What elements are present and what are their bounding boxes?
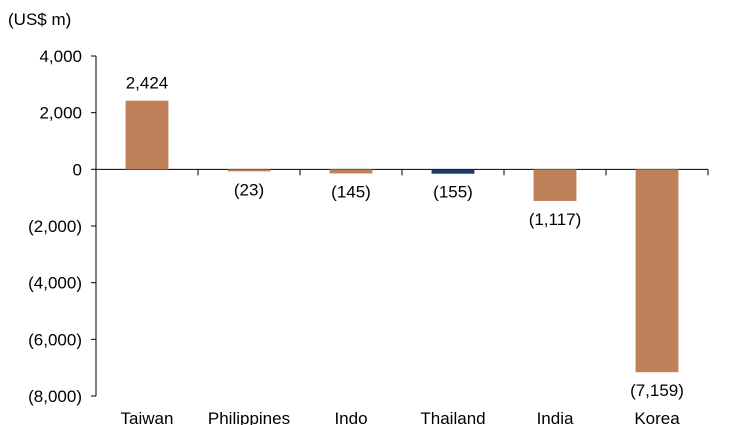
data-label-taiwan: 2,424 <box>126 74 169 93</box>
category-label-india: India <box>537 409 574 425</box>
data-label-thailand: (155) <box>433 183 473 202</box>
data-label-india: (1,117) <box>529 210 582 229</box>
y-tick-label: 2,000 <box>39 104 82 123</box>
category-label-philippines: Philippines <box>208 409 290 425</box>
bar-taiwan <box>125 100 169 170</box>
category-label-indo: Indo <box>334 409 367 425</box>
chart-bars <box>125 100 679 373</box>
y-tick-label: 0 <box>73 160 82 179</box>
y-tick-label: (4,000) <box>28 274 82 293</box>
y-tick-label: (6,000) <box>28 330 82 349</box>
bar-philippines <box>227 169 271 172</box>
category-label-thailand: Thailand <box>420 409 485 425</box>
y-tick-label: (2,000) <box>28 217 82 236</box>
bar-thailand <box>431 169 475 174</box>
data-label-korea: (7,159) <box>630 381 684 400</box>
bar-korea <box>635 169 679 373</box>
chart-axes: 4,000 2,000 0 (2,000) (4,000) (6,000) (8,000) <box>28 47 709 406</box>
data-label-philippines: (23) <box>234 180 264 199</box>
chart-labels: 2,424 Taiwan (23) Philippines (145) Indo (155)… <box>121 74 684 425</box>
data-label-indo: (145) <box>331 182 371 201</box>
y-tick-label: 4,000 <box>39 47 82 66</box>
y-unit-label: (US$ m) <box>8 10 72 29</box>
y-tick-label: (8,000) <box>28 387 82 406</box>
category-label-taiwan: Taiwan <box>121 409 174 425</box>
bar-indo <box>329 169 373 174</box>
bar-india <box>533 169 577 201</box>
category-label-korea: Korea <box>634 409 680 425</box>
